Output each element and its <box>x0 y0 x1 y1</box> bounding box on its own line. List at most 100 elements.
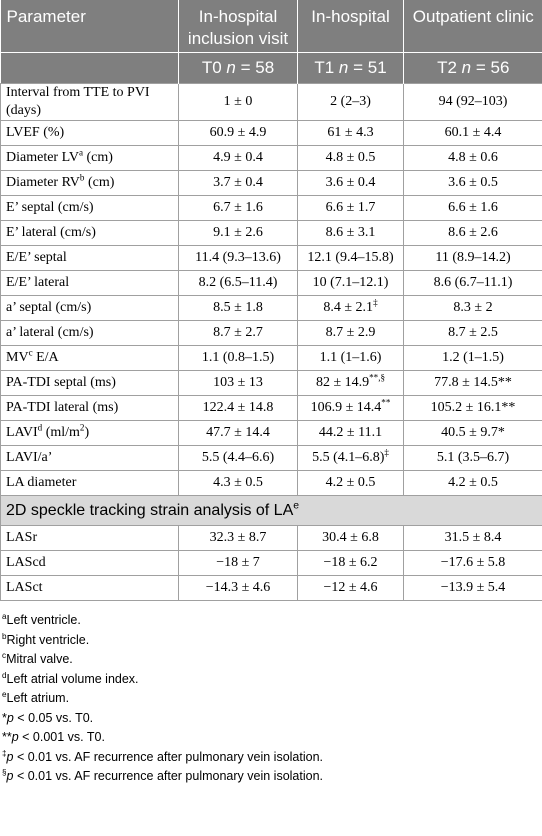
table-cell: 8.6 ± 2.6 <box>403 220 542 246</box>
table-cell: 10 (7.1–12.1) <box>297 270 404 296</box>
table-cell: 4.2 ± 0.5 <box>403 470 542 496</box>
table-cell: 60.1 ± 4.4 <box>403 120 542 146</box>
header-cell: T0 n = 58 <box>178 52 298 84</box>
header-cell: T2 n = 56 <box>403 52 542 84</box>
table-row: a’ septal (cm/s) 8.5 ± 1.8 8.4 ± 2.1‡ 8.3 ±… <box>0 295 542 321</box>
table-cell: 4.2 ± 0.5 <box>297 470 404 496</box>
table: Parameter In-hospital inclusion visit In-h… <box>0 0 542 601</box>
text-part: = 56 <box>471 58 510 77</box>
text-part: ‡ <box>384 447 389 458</box>
table-cell: −18 ± 7 <box>178 550 298 576</box>
header-cell: Outpatient clinic <box>403 0 542 53</box>
table-cell: 61 ± 4.3 <box>297 120 404 146</box>
table-row: PA-TDI septal (ms) 103 ± 13 82 ± 14.9**,§ 7… <box>0 370 542 396</box>
text-part: § <box>2 767 7 777</box>
text-part: p <box>6 710 14 725</box>
text-part: (ml/m <box>42 425 80 440</box>
table-cell: LVEF (%) <box>0 120 179 146</box>
footnote: dLeft atrial volume index. <box>2 670 542 690</box>
table-cell: 32.3 ± 8.7 <box>178 525 298 551</box>
table-cell: 4.9 ± 0.4 <box>178 145 298 171</box>
text-part: T0 <box>201 58 227 77</box>
text-part: T1 <box>314 58 339 77</box>
header-row: Parameter In-hospital inclusion visit In-h… <box>0 0 542 53</box>
text-part: < 0.01 vs. AF recurrence after pulmonary… <box>13 749 323 764</box>
text-part: = 51 <box>348 58 387 77</box>
text-part: 82 ± 14.9 <box>315 375 370 390</box>
text-part: c <box>28 347 33 358</box>
text-part: a <box>78 147 84 158</box>
table-cell: 4.8 ± 0.6 <box>403 145 542 171</box>
table-row: PA-TDI lateral (ms) 122.4 ± 14.8 106.9 ± 1… <box>0 395 542 421</box>
table-cell: 6.6 ± 1.6 <box>403 195 542 221</box>
header-cell: T1 n = 51 <box>297 52 404 84</box>
text-part: Diameter RV <box>6 175 80 190</box>
table-cell: −18 ± 6.2 <box>297 550 404 576</box>
table-row: a’ lateral (cm/s) 8.7 ± 2.7 8.7 ± 2.9 8.7 ±… <box>0 320 542 346</box>
table-cell: 8.3 ± 2 <box>403 295 542 321</box>
table-cell: LAScd <box>0 550 179 576</box>
table-cell: LASr <box>0 525 179 551</box>
text-part: Mitral valve. <box>6 652 73 666</box>
table-cell: 8.7 ± 2.5 <box>403 320 542 346</box>
text-part: a <box>2 611 7 621</box>
table-row: Diameter LVa (cm) 4.9 ± 0.4 4.8 ± 0.5 4.8 ±… <box>0 145 542 171</box>
table-cell: 9.1 ± 2.6 <box>178 220 298 246</box>
header-cell: In-hospital inclusion visit <box>178 0 298 53</box>
header-row: T0 n = 58 T1 n = 51 T2 n = 56 <box>0 52 542 84</box>
table-cell: Diameter LVa (cm) <box>0 145 179 171</box>
table-cell: LAVI/a’ <box>0 445 179 471</box>
table-cell: LA diameter <box>0 470 179 496</box>
footnote: cMitral valve. <box>2 650 542 670</box>
text-part: T2 <box>437 58 462 77</box>
table-cell: PA-TDI septal (ms) <box>0 370 179 396</box>
table-row: LVEF (%) 60.9 ± 4.9 61 ± 4.3 60.1 ± 4.4 <box>0 120 542 146</box>
table-cell: 94 (92–103) <box>403 83 542 121</box>
text-part: 2D speckle tracking strain analysis of L… <box>6 501 294 519</box>
table-cell: 11.4 (9.3–13.6) <box>178 245 298 271</box>
text-part: E/A <box>32 350 59 365</box>
section-row: 2D speckle tracking strain analysis of L… <box>0 495 542 526</box>
footnote: *p < 0.05 vs. T0. <box>2 709 542 729</box>
table-cell: 5.5 (4.1–6.8)‡ <box>297 445 404 471</box>
text-part: Left atrium. <box>6 691 70 705</box>
text-part: n <box>226 58 236 77</box>
table-cell: Diameter RVb (cm) <box>0 170 179 196</box>
table-cell: Interval from TTE to PVI (days) <box>0 83 179 121</box>
table-cell: −12 ± 4.6 <box>297 575 404 601</box>
table-cell: 6.7 ± 1.6 <box>178 195 298 221</box>
footnote: bRight ventricle. <box>2 631 542 651</box>
table-row: E’ septal (cm/s) 6.7 ± 1.6 6.6 ± 1.7 6.6 ± … <box>0 195 542 221</box>
table-cell: 77.8 ± 14.5** <box>403 370 542 396</box>
table-cell: 4.3 ± 0.5 <box>178 470 298 496</box>
table-cell: E’ lateral (cm/s) <box>0 220 179 246</box>
text-part: LAVI <box>6 425 38 440</box>
section-title: 2D speckle tracking strain analysis of L… <box>0 495 542 526</box>
table-cell: 2 (2–3) <box>297 83 404 121</box>
table-cell: 1 ± 0 <box>178 83 298 121</box>
table-cell: LAVId (ml/m2) <box>0 420 179 446</box>
text-part: p <box>6 769 14 783</box>
text-part: d <box>37 422 43 433</box>
table-cell: 5.1 (3.5–6.7) <box>403 445 542 471</box>
table-cell: 3.6 ± 0.4 <box>297 170 404 196</box>
footnotes: aLeft ventricle. bRight ventricle. cMitral… <box>0 601 542 787</box>
table-cell: E/E’ lateral <box>0 270 179 296</box>
table-cell: 103 ± 13 <box>178 370 298 396</box>
table-row: E’ lateral (cm/s) 9.1 ± 2.6 8.6 ± 3.1 8.6 ±… <box>0 220 542 246</box>
table-cell: 1.1 (0.8–1.5) <box>178 345 298 371</box>
table-cell: 8.7 ± 2.7 <box>178 320 298 346</box>
table-cell: 60.9 ± 4.9 <box>178 120 298 146</box>
table-cell: 12.1 (9.4–15.8) <box>297 245 404 271</box>
table-cell: 47.7 ± 14.4 <box>178 420 298 446</box>
table-cell: 105.2 ± 16.1** <box>403 395 542 421</box>
table-row: LAVId (ml/m2) 47.7 ± 14.4 44.2 ± 11.1 40.5 … <box>0 420 542 446</box>
table-row: LASr 32.3 ± 8.7 30.4 ± 6.8 31.5 ± 8.4 <box>0 525 542 551</box>
text-part: 106.9 ± 14.4 <box>310 400 382 415</box>
text-part: b <box>79 172 85 183</box>
table-cell: −13.9 ± 5.4 <box>403 575 542 601</box>
table-cell: 8.5 ± 1.8 <box>178 295 298 321</box>
table-cell: −17.6 ± 5.8 <box>403 550 542 576</box>
